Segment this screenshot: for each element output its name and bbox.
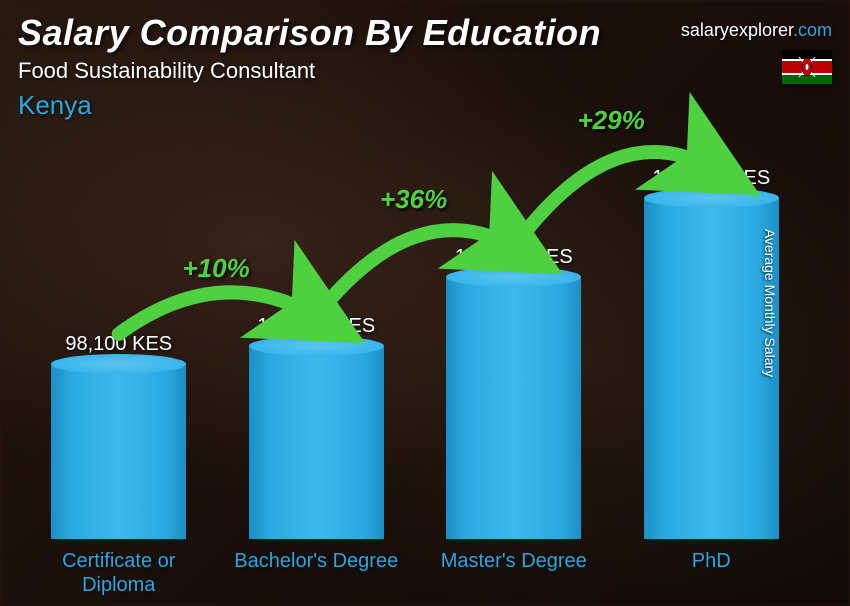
job-subtitle: Food Sustainability Consultant	[18, 58, 832, 84]
bar	[446, 277, 581, 539]
bar-value: 108,000 KES	[257, 315, 375, 338]
bar-value: 147,000 KES	[455, 246, 573, 269]
bar	[51, 364, 186, 539]
bar-group: 98,100 KESCertificate or Diploma	[30, 333, 208, 539]
increase-percent: +36%	[380, 184, 447, 215]
bar-label: Master's Degree	[424, 549, 604, 573]
y-axis-label: Average Monthly Salary	[762, 229, 778, 377]
increase-percent: +10%	[183, 253, 250, 284]
kenya-flag-icon	[782, 50, 832, 84]
bar-label: Certificate or Diploma	[29, 549, 209, 597]
country-label: Kenya	[18, 90, 832, 121]
bar-group: 108,000 KESBachelor's Degree	[228, 315, 406, 539]
bar	[249, 346, 384, 539]
bar-chart: 98,100 KESCertificate or Diploma108,000 …	[30, 140, 800, 594]
bar-value: 191,000 KES	[652, 167, 770, 190]
bar-label: PhD	[621, 549, 801, 573]
brand-label: salaryexplorer.com	[681, 20, 832, 41]
bar-value: 98,100 KES	[65, 333, 172, 356]
bar-group: 147,000 KESMaster's Degree	[425, 246, 603, 539]
brand-suffix: .com	[793, 20, 832, 40]
bar	[644, 198, 779, 539]
brand-name: salaryexplorer	[681, 20, 793, 40]
bar-label: Bachelor's Degree	[226, 549, 406, 573]
